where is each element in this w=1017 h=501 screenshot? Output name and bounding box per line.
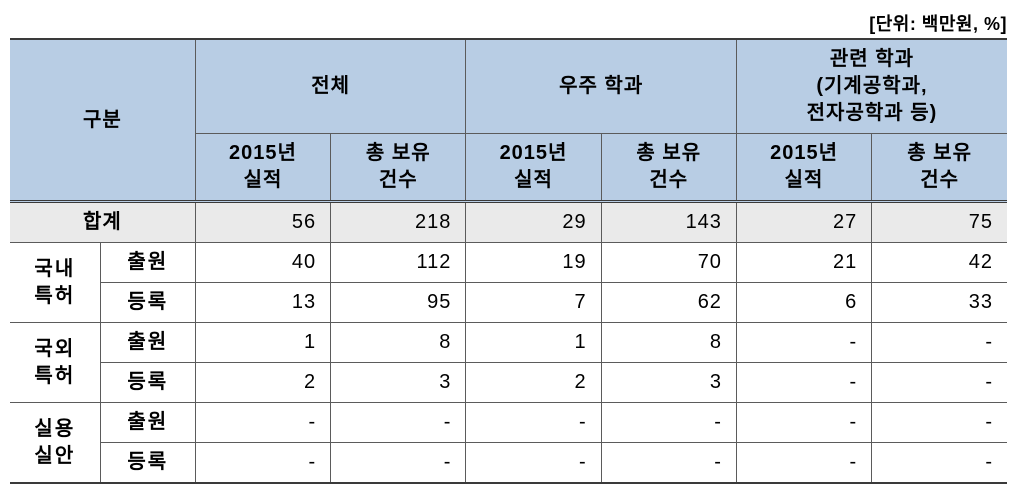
table-row: 국외특허 출원 1 8 1 8 - - xyxy=(10,323,1007,363)
col-header-group-1: 우주 학과 xyxy=(466,39,737,134)
data-cell: 7 xyxy=(466,283,601,323)
summary-cell: 29 xyxy=(466,202,601,243)
row-group-label: 실용실안 xyxy=(10,403,100,484)
col-subheader-2b: 총 보유건수 xyxy=(872,134,1007,202)
data-cell: 40 xyxy=(195,243,330,283)
summary-row: 합계 56 218 29 143 27 75 xyxy=(10,202,1007,243)
data-cell: - xyxy=(736,403,871,443)
data-cell: - xyxy=(466,443,601,484)
row-sub-label: 출원 xyxy=(100,243,195,283)
table-container: [단위: 백만원, %] 구분 전체 우주 학과 관련 학과(기계공학과,전자공… xyxy=(10,10,1007,484)
data-cell: - xyxy=(331,403,466,443)
data-cell: 42 xyxy=(872,243,1007,283)
row-sub-label: 등록 xyxy=(100,283,195,323)
data-cell: - xyxy=(331,443,466,484)
data-cell: - xyxy=(872,443,1007,484)
col-header-group-0: 전체 xyxy=(195,39,466,134)
header-row-top: 구분 전체 우주 학과 관련 학과(기계공학과,전자공학과 등) xyxy=(10,39,1007,134)
data-cell: - xyxy=(872,323,1007,363)
data-cell: 70 xyxy=(601,243,736,283)
data-cell: - xyxy=(736,363,871,403)
summary-cell: 56 xyxy=(195,202,330,243)
col-header-category: 구분 xyxy=(10,39,195,202)
col-header-group-2: 관련 학과(기계공학과,전자공학과 등) xyxy=(736,39,1007,134)
data-cell: 3 xyxy=(331,363,466,403)
data-cell: 8 xyxy=(601,323,736,363)
data-cell: - xyxy=(195,403,330,443)
table-row: 실용실안 출원 - - - - - - xyxy=(10,403,1007,443)
col-subheader-0a: 2015년실적 xyxy=(195,134,330,202)
summary-cell: 218 xyxy=(331,202,466,243)
data-cell: 1 xyxy=(195,323,330,363)
row-group-label: 국내특허 xyxy=(10,243,100,323)
table-row: 등록 2 3 2 3 - - xyxy=(10,363,1007,403)
data-cell: - xyxy=(736,323,871,363)
data-cell: 33 xyxy=(872,283,1007,323)
data-cell: 2 xyxy=(195,363,330,403)
col-subheader-1a: 2015년실적 xyxy=(466,134,601,202)
data-cell: 8 xyxy=(331,323,466,363)
table-row: 국내특허 출원 40 112 19 70 21 42 xyxy=(10,243,1007,283)
data-cell: - xyxy=(466,403,601,443)
row-sub-label: 출원 xyxy=(100,403,195,443)
data-cell: 95 xyxy=(331,283,466,323)
summary-cell: 75 xyxy=(872,202,1007,243)
unit-label: [단위: 백만원, %] xyxy=(10,10,1007,36)
data-cell: - xyxy=(872,403,1007,443)
data-table: 구분 전체 우주 학과 관련 학과(기계공학과,전자공학과 등) 2015년실적… xyxy=(10,38,1007,484)
data-cell: - xyxy=(736,443,871,484)
table-row: 등록 13 95 7 62 6 33 xyxy=(10,283,1007,323)
data-cell: 21 xyxy=(736,243,871,283)
data-cell: - xyxy=(601,443,736,484)
data-cell: 62 xyxy=(601,283,736,323)
data-cell: 2 xyxy=(466,363,601,403)
data-cell: 6 xyxy=(736,283,871,323)
summary-cell: 143 xyxy=(601,202,736,243)
data-cell: - xyxy=(195,443,330,484)
data-cell: 3 xyxy=(601,363,736,403)
data-cell: - xyxy=(872,363,1007,403)
summary-label: 합계 xyxy=(10,202,195,243)
summary-cell: 27 xyxy=(736,202,871,243)
col-subheader-1b: 총 보유건수 xyxy=(601,134,736,202)
data-cell: 112 xyxy=(331,243,466,283)
row-sub-label: 출원 xyxy=(100,323,195,363)
col-subheader-0b: 총 보유건수 xyxy=(331,134,466,202)
table-row: 등록 - - - - - - xyxy=(10,443,1007,484)
data-cell: - xyxy=(601,403,736,443)
row-sub-label: 등록 xyxy=(100,363,195,403)
col-subheader-2a: 2015년실적 xyxy=(736,134,871,202)
row-sub-label: 등록 xyxy=(100,443,195,484)
data-cell: 19 xyxy=(466,243,601,283)
data-cell: 1 xyxy=(466,323,601,363)
row-group-label: 국외특허 xyxy=(10,323,100,403)
data-cell: 13 xyxy=(195,283,330,323)
